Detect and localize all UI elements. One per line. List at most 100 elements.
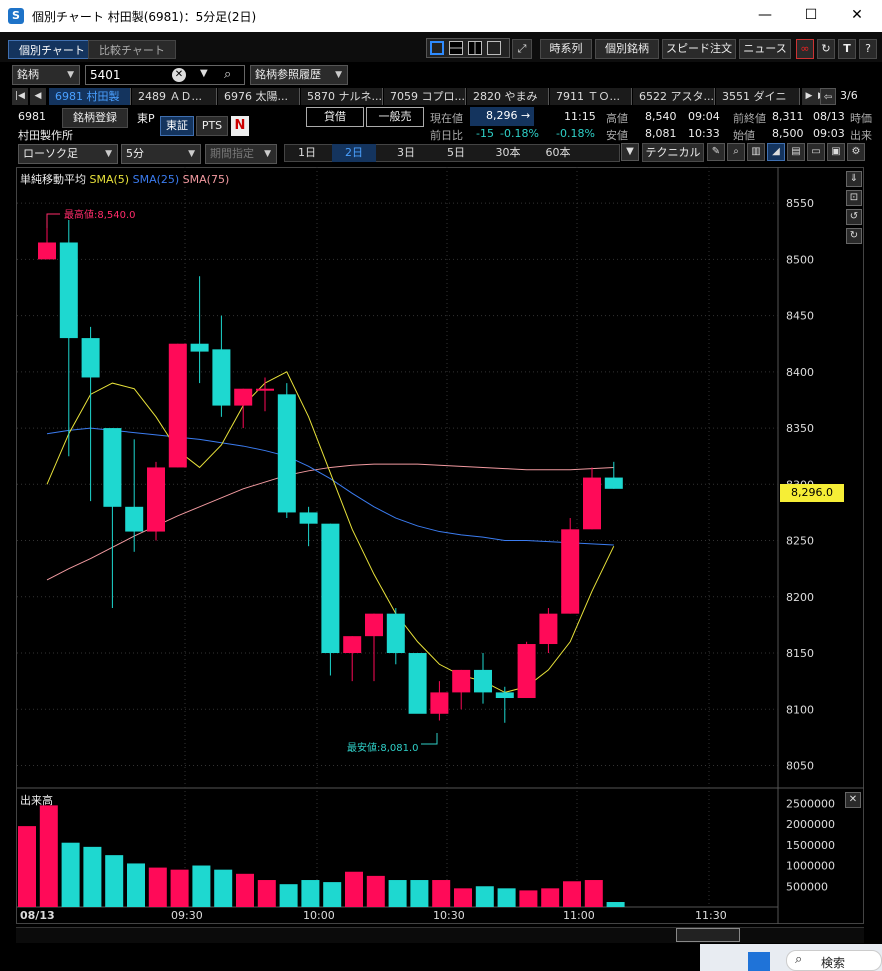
market-label: 東P — [137, 112, 155, 125]
stock-tab-1[interactable]: 2489 ＡＤ... — [132, 88, 217, 105]
y-tick-label-3: 8200 — [786, 591, 814, 604]
chevron-down-icon: ▼ — [335, 70, 342, 80]
draw-icon[interactable]: ✎ — [707, 143, 725, 161]
minimize-button[interactable]: — — [758, 7, 772, 23]
volume-bar-6 — [148, 867, 167, 907]
clear-icon[interactable]: ✕ — [172, 68, 186, 82]
interval-select[interactable]: 5分 ▼ — [121, 144, 201, 164]
speed-order-button[interactable]: スピード注文 — [662, 39, 736, 59]
stock-tab-0[interactable]: 6981 村田製 — [49, 88, 131, 105]
next-icon[interactable]: ▶ — [802, 88, 816, 105]
prev-icon[interactable]: ◀ — [30, 88, 46, 105]
save-icon[interactable]: ▣ — [827, 143, 845, 161]
register-stock-button[interactable]: 銘柄登録 — [62, 108, 128, 128]
lock-icon[interactable]: ⊡ — [846, 190, 862, 206]
exchange-tse-button[interactable]: 東証 — [160, 116, 194, 136]
volume-bar-1 — [39, 805, 58, 907]
stock-tab-3[interactable]: 5870 ナルネ... — [301, 88, 383, 105]
news-n-badge[interactable]: N — [231, 116, 249, 136]
chart-area — [16, 167, 864, 924]
taskbar-search[interactable]: ⌕ 検索 — [786, 950, 882, 971]
period-3d[interactable]: 3日 — [397, 146, 415, 159]
time-series-button[interactable]: 時系列 — [540, 39, 592, 59]
candle-body-3 — [103, 428, 122, 507]
candle-body-13 — [321, 523, 340, 654]
candle-body-11 — [277, 394, 296, 513]
general-sell-button[interactable]: 一般売 — [366, 107, 424, 127]
text-size-icon[interactable]: T — [838, 39, 856, 59]
layout-single-icon[interactable] — [430, 41, 444, 55]
tab-individual-chart[interactable]: 個別チャート — [8, 40, 96, 59]
open-value: 8,500 — [772, 127, 804, 140]
back-icon[interactable]: ⇦ — [820, 88, 836, 105]
navigator-handle[interactable] — [676, 928, 740, 942]
volume-bar-17 — [388, 880, 407, 907]
dropdown-icon[interactable]: ▼ — [621, 143, 639, 161]
area-chart-icon[interactable]: ◢ — [767, 143, 785, 161]
bar-chart-icon[interactable]: ▥ — [747, 143, 765, 161]
period-30[interactable]: 30本 — [495, 146, 521, 159]
low-value: 8,081 — [645, 127, 677, 140]
stock-tab-5[interactable]: 2820 やまみ — [467, 88, 549, 105]
history-select[interactable]: 銘柄参照履歴 ▼ — [250, 65, 348, 85]
close-button[interactable]: ✕ — [851, 7, 863, 23]
volume-bar-25 — [563, 881, 581, 907]
period-60[interactable]: 60本 — [545, 146, 571, 159]
candle-body-20 — [474, 669, 492, 693]
volume-bar-20 — [454, 888, 472, 907]
stock-button[interactable]: 個別銘柄 — [595, 39, 659, 59]
chart-type-select[interactable]: ローソク足 ▼ — [18, 144, 118, 164]
settings-icon[interactable]: ⚙ — [847, 143, 865, 161]
volume-bar-22 — [497, 888, 516, 907]
layout-split-h-icon[interactable] — [449, 41, 463, 55]
stock-tab-2[interactable]: 6976 太陽... — [218, 88, 300, 105]
period-2d[interactable]: 2日 — [332, 144, 376, 162]
search-type-select[interactable]: 銘柄 ▼ — [12, 65, 80, 85]
first-icon[interactable]: |◀ — [12, 88, 28, 105]
expand-icon[interactable]: ⤢ — [512, 39, 532, 59]
search-icon[interactable]: ⌕ — [224, 67, 232, 82]
candle-body-23 — [539, 613, 558, 645]
volume-bar-13 — [301, 880, 320, 907]
news-button[interactable]: ニュース — [739, 39, 791, 59]
candle-body-26 — [604, 477, 623, 489]
chevron-down-icon[interactable]: ▼ — [200, 68, 208, 79]
print-icon[interactable]: ▤ — [787, 143, 805, 161]
link-icon[interactable]: ∞ — [796, 39, 814, 59]
layout-quad-icon[interactable] — [487, 41, 501, 55]
stock-tab-6[interactable]: 7911 ＴＯ... — [550, 88, 632, 105]
loan-button[interactable]: 貸借 — [306, 107, 364, 127]
period-spec-select[interactable]: 期間指定 ▼ — [205, 144, 277, 164]
x-tick-label-3: 10:30 — [433, 909, 465, 922]
x-tick-label-4: 11:00 — [563, 909, 595, 922]
undo-icon[interactable]: ↺ — [846, 209, 862, 225]
windows-start-icon[interactable] — [748, 952, 770, 971]
zoom-icon[interactable]: ⌕ — [727, 143, 745, 161]
tab-compare-chart[interactable]: 比較チャート — [88, 40, 176, 59]
navigator-strip[interactable] — [16, 927, 864, 943]
refresh-icon[interactable]: ↻ — [817, 39, 835, 59]
period-5d[interactable]: 5日 — [447, 146, 465, 159]
folder-icon[interactable]: ▭ — [807, 143, 825, 161]
volume-bar-27 — [606, 902, 625, 907]
reset-icon[interactable]: ↻ — [846, 228, 862, 244]
close-volume-icon[interactable]: ✕ — [845, 792, 861, 808]
volume-label: 出来高 — [20, 794, 53, 807]
stock-tab-4[interactable]: 7059 コプロ... — [384, 88, 466, 105]
current-price: 8,296 — [486, 109, 518, 122]
candle-body-19 — [452, 669, 471, 693]
candle-body-0 — [38, 242, 56, 260]
technical-button[interactable]: テクニカル — [642, 143, 704, 162]
prev-close-value: 8,311 — [772, 110, 804, 123]
volume-bar-7 — [170, 869, 189, 907]
exchange-pts-button[interactable]: PTS — [196, 116, 228, 136]
maximize-button[interactable]: ☐ — [804, 7, 818, 23]
stock-tab-8[interactable]: 3551 ダイニ — [716, 88, 800, 105]
help-icon[interactable]: ? — [859, 39, 877, 59]
stock-tab-7[interactable]: 6522 アスタ... — [633, 88, 715, 105]
collapse-icon[interactable]: ⇓ — [846, 171, 862, 187]
volume-bar-26 — [584, 880, 603, 907]
period-1d[interactable]: 1日 — [298, 146, 316, 159]
stock-code-input[interactable]: 5401 ✕ ▼ ⌕ — [85, 65, 245, 85]
layout-split-v-icon[interactable] — [468, 41, 482, 55]
